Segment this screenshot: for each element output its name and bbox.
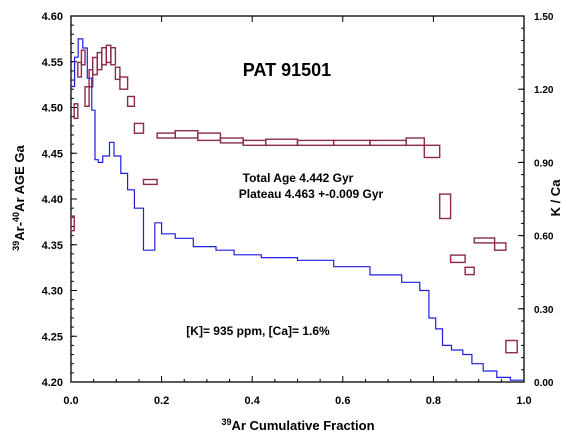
y2-tick-label: 0.30	[534, 305, 554, 316]
k-ca-box	[114, 66, 121, 81]
y-tick-label: 4.25	[42, 331, 63, 343]
chart-title: PAT 91501	[243, 60, 331, 80]
x-tick-label: 1.0	[516, 395, 531, 407]
y-tick-label: 4.55	[42, 57, 63, 69]
y-tick-label: 4.20	[42, 377, 63, 389]
k-ca-box	[91, 56, 98, 76]
k-ca-box	[369, 139, 407, 146]
k-ca-box	[505, 339, 518, 354]
k-ca-box	[439, 193, 452, 220]
y-axis-title-part-2: Ar AGE Ga	[12, 144, 27, 211]
x-axis-title: 39Ar Cumulative Fraction	[221, 417, 374, 433]
x-axis-title-sup: 39	[221, 417, 231, 427]
y2-tick-label: 0.90	[534, 158, 554, 169]
y-tick-label: 4.40	[42, 194, 63, 206]
k-ca-box	[77, 61, 83, 78]
k-ca-box	[105, 44, 112, 64]
age-spectrum-line	[71, 38, 524, 381]
k-ca-box	[464, 266, 475, 276]
k-ca-box	[405, 137, 426, 147]
y-axis-title: 39Ar-40Ar AGE Ga	[11, 144, 27, 250]
y2-tick-label: 1.20	[534, 85, 554, 96]
y-tick-label: 4.50	[42, 103, 63, 115]
y-axis-title-sup-2: 40	[11, 212, 21, 222]
k-ca-box	[70, 215, 75, 232]
x-tick-label: 0.2	[154, 395, 169, 407]
y2-tick-label: 0.00	[534, 378, 554, 389]
k-ca-box	[126, 95, 136, 108]
k-ca-box	[174, 129, 199, 139]
y-tick-label: 4.45	[42, 148, 63, 160]
k-ca-box	[119, 76, 129, 90]
k-ca-box	[333, 139, 371, 146]
k-ca-box	[73, 103, 79, 120]
k-ca-box	[242, 139, 267, 146]
k-ca-box	[219, 137, 244, 144]
y2-axis-title: K / Ca	[548, 179, 563, 217]
k-ca-box	[493, 242, 507, 251]
x-tick-label: 0.6	[335, 395, 350, 407]
y2-tick-label: 1.50	[534, 12, 554, 23]
k-ca-box	[110, 47, 117, 66]
x-tick-label: 0.0	[63, 395, 78, 407]
y-axis-title-sup-1: 39	[11, 241, 21, 251]
k-ca-box	[133, 122, 145, 134]
k-ca-box	[296, 139, 335, 146]
k-ca-box	[142, 178, 158, 186]
x-tick-label: 0.8	[426, 395, 441, 407]
y-tick-label: 4.35	[42, 240, 63, 252]
y-tick-label: 4.60	[42, 11, 63, 23]
plateau-label: Plateau 4.463 +-0.009 Gyr	[239, 187, 384, 201]
k-ca-box	[156, 132, 176, 139]
k-ca-box	[197, 132, 222, 142]
k-ca-box	[84, 86, 90, 108]
total-age-label: Total Age 4.442 Gyr	[243, 171, 354, 185]
k-ca-box	[449, 254, 466, 264]
x-tick-label: 0.4	[245, 395, 261, 407]
y-tick-label: 4.30	[42, 286, 63, 298]
k-ca-box	[473, 237, 496, 244]
y2-tick-label: 0.60	[534, 232, 554, 243]
composition-label: [K]= 935 ppm, [Ca]= 1.6%	[186, 324, 330, 338]
k-ca-box	[80, 49, 86, 66]
k-ca-box	[265, 138, 299, 146]
k-ca-box	[423, 144, 441, 159]
x-axis-title-text: Ar Cumulative Fraction	[231, 418, 374, 433]
y-axis-title-part-1: Ar-	[12, 222, 27, 241]
